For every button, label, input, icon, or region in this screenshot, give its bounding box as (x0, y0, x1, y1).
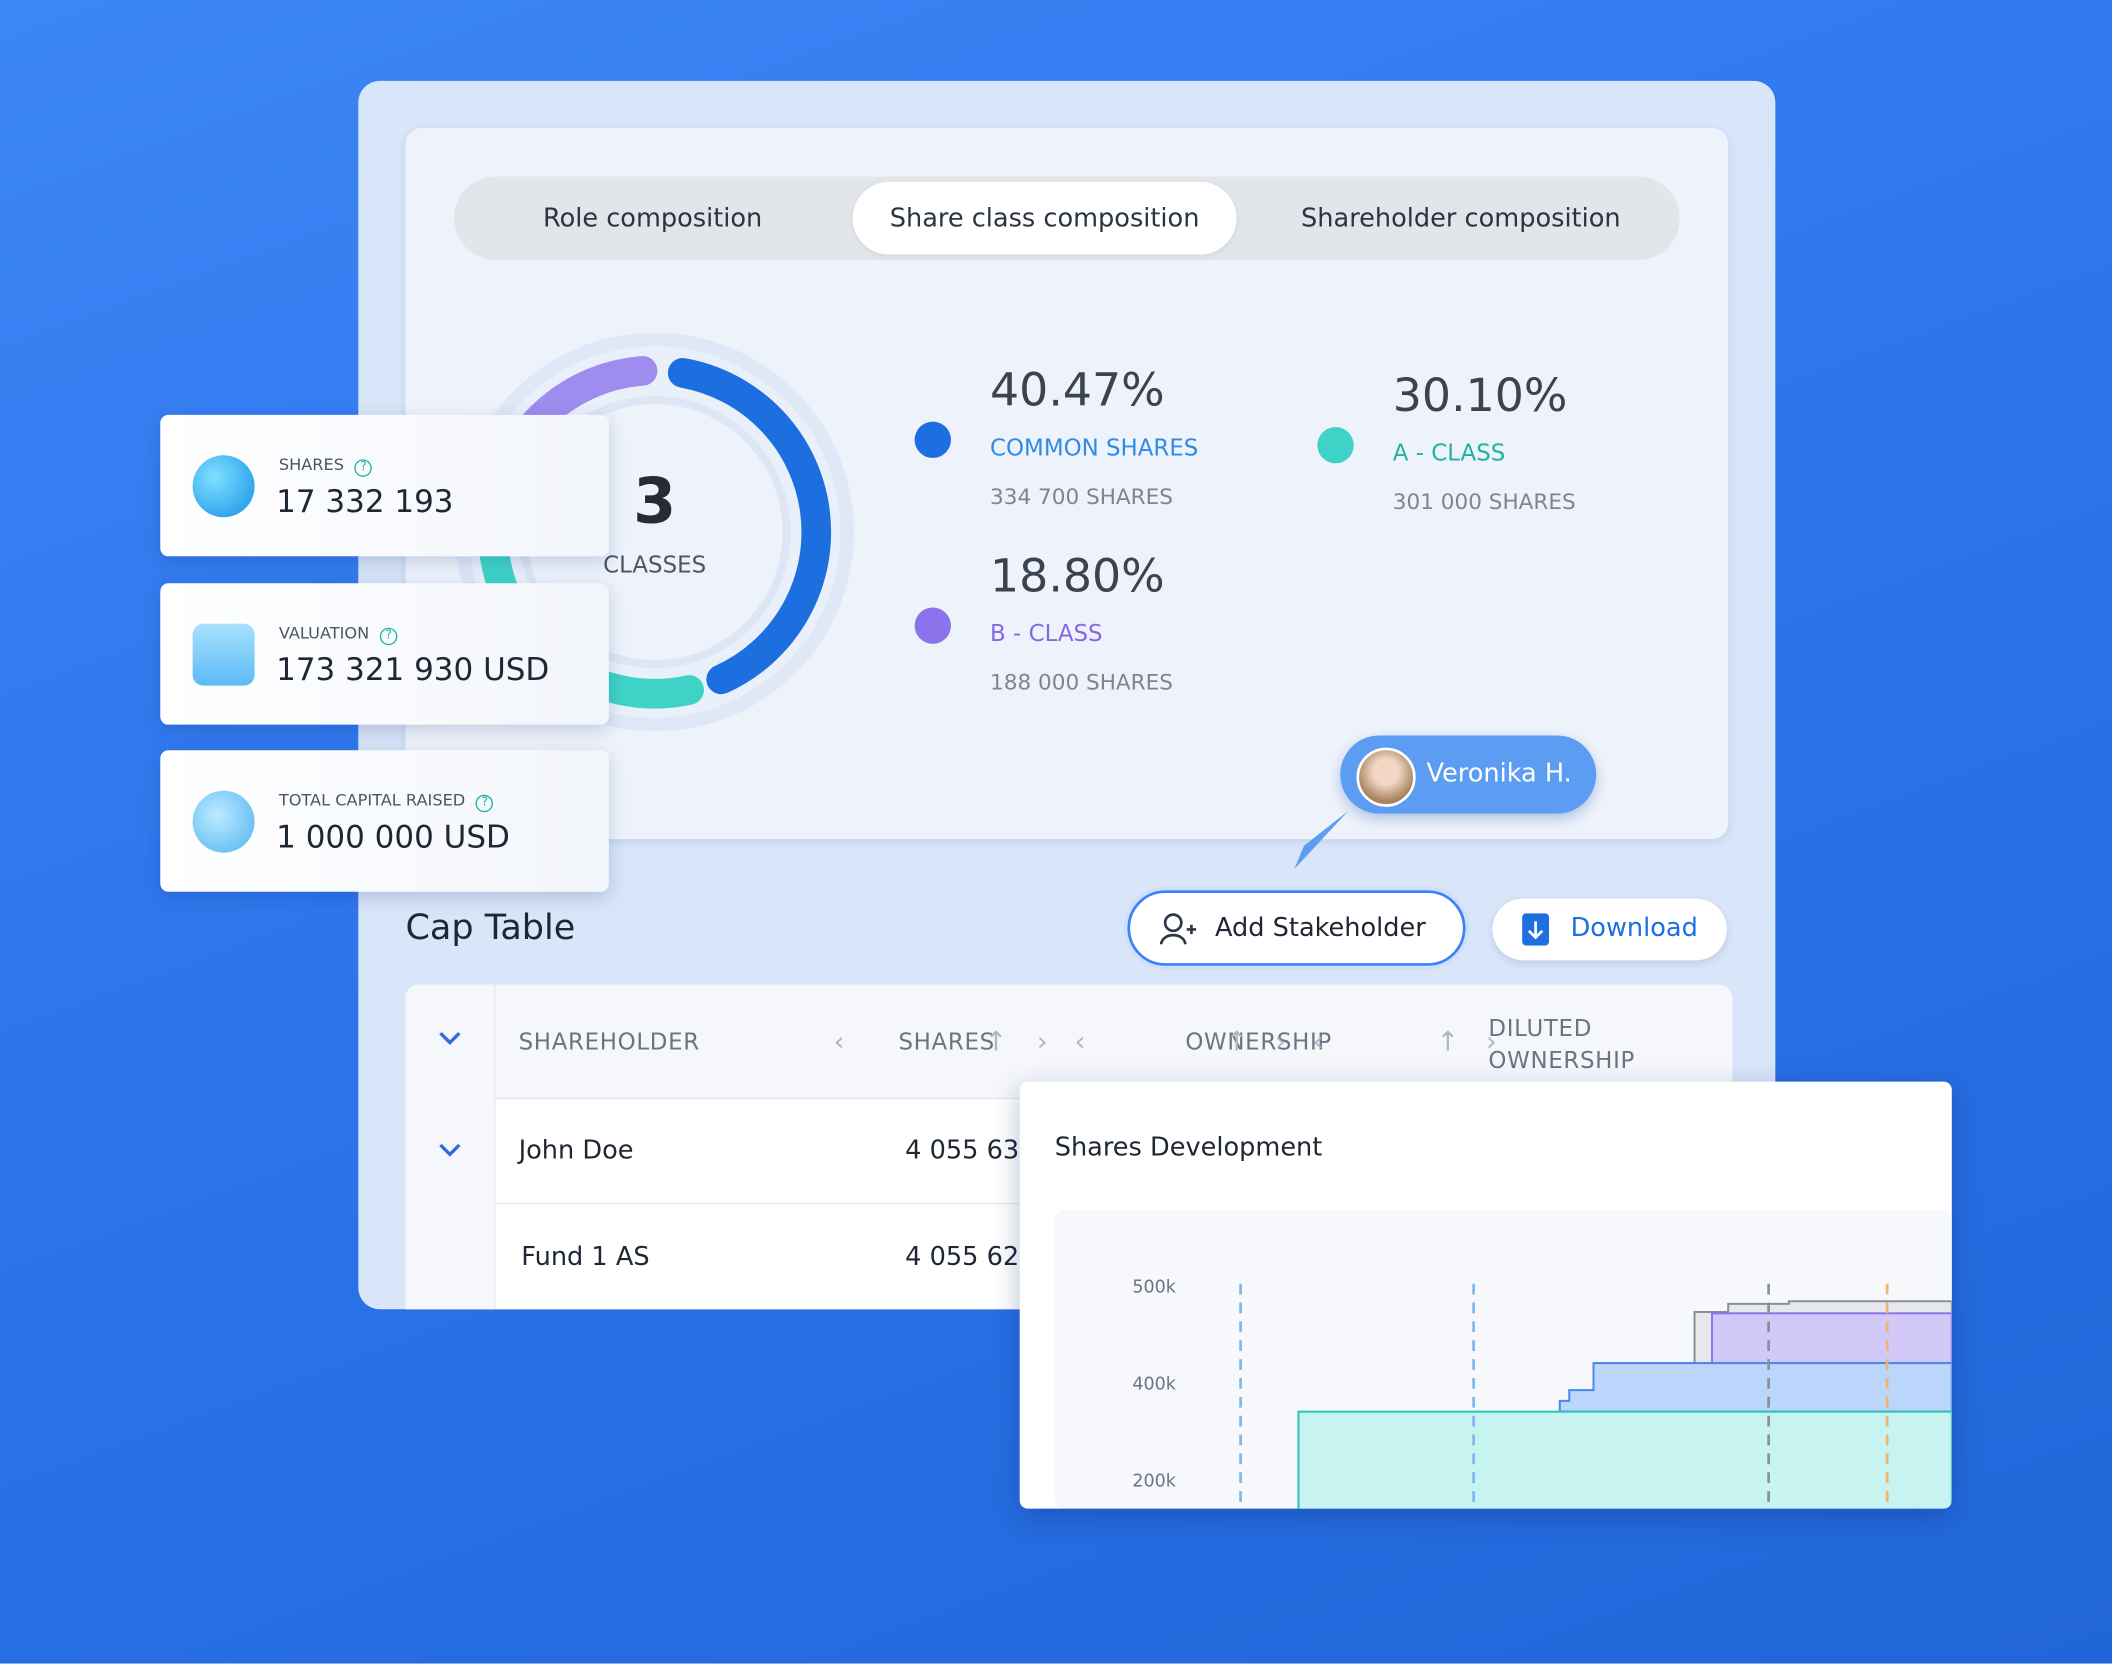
composition-card: Role composition Share class composition… (405, 127, 1729, 869)
stat-value: 17 332 193 (276, 484, 454, 520)
button-label: Download (1570, 913, 1698, 943)
step-chart: 500k 400k 200k (1054, 1209, 1952, 1509)
y-tick-label: 500k (1132, 1278, 1176, 1298)
add-stakeholder-button[interactable]: Add Stakeholder (1127, 890, 1466, 966)
column-header[interactable]: DILUTED OWNERSHIP (1488, 1015, 1636, 1075)
section-title: Cap Table (405, 907, 576, 949)
class-name: COMMON SHARES (990, 435, 1199, 463)
class-dot (914, 607, 951, 644)
class-dot (1317, 426, 1354, 464)
class-name: B - CLASS (990, 620, 1103, 648)
y-tick-label: 200k (1132, 1472, 1176, 1492)
help-icon[interactable]: ? (379, 627, 398, 646)
donut-arc (667, 358, 832, 695)
stat-icon (192, 623, 255, 686)
class-percent: 18.80% (990, 549, 1165, 604)
chart-card: Shares Development 500k 400k 200k (1019, 1081, 1952, 1509)
cell: 4 055 62 (905, 1241, 1020, 1272)
user-name: Veronika H. (1426, 758, 1572, 788)
stat-value: 1 000 000 USD (276, 820, 510, 856)
button-label: Add Stakeholder (1214, 913, 1426, 943)
tab[interactable]: Shareholder composition (1301, 203, 1621, 234)
avatar (1356, 747, 1416, 807)
stat-value: 173 321 930 USD (276, 653, 550, 689)
step-area (1558, 1362, 1952, 1413)
help-icon[interactable]: ? (354, 459, 373, 477)
chevron[interactable] (438, 1142, 462, 1158)
divider (494, 984, 496, 1310)
expand-column (405, 1097, 495, 1310)
user-pill: Veronika H. (1340, 735, 1597, 814)
cell: 4 055 630 (905, 1135, 1036, 1166)
donut-count: 3 (633, 464, 677, 538)
sort-icons: ‹ ↑ › ‹ ↑ › ‹ ↑ › (833, 1025, 1497, 1058)
class-dot (914, 421, 951, 458)
column-header[interactable]: SHARES (898, 1029, 995, 1057)
cursor (1294, 810, 1349, 869)
chevron[interactable] (438, 1030, 462, 1046)
class-name: A - CLASS (1392, 440, 1506, 468)
column-header[interactable]: OWNERSHIP (1185, 1029, 1332, 1057)
table-header (405, 984, 1733, 1100)
class-shares: 301 000 SHARES (1392, 488, 1576, 515)
stat-icon (192, 790, 255, 853)
stat-card: VALUATION? 173 321 930 USD (160, 583, 609, 725)
tab-active[interactable]: Share class composition (852, 181, 1237, 255)
step-area (1711, 1312, 1952, 1365)
class-shares: 188 000 SHARES (990, 669, 1173, 696)
class-percent: 30.10% (1392, 369, 1568, 423)
stat-label: VALUATION? (279, 624, 398, 646)
stat-label: SHARES? (279, 455, 373, 477)
class-percent: 40.47% (990, 363, 1165, 418)
download-icon (1522, 913, 1550, 946)
user-plus-icon (1159, 913, 1197, 945)
step-area (1297, 1410, 1952, 1509)
download-button[interactable]: Download (1492, 898, 1727, 961)
donut-label: CLASSES (603, 552, 707, 580)
stat-icon (192, 455, 255, 518)
tab-bar: Role composition Share class composition… (453, 176, 1680, 260)
cell: John Doe (518, 1135, 634, 1166)
column-header[interactable]: SHAREHOLDER (518, 1029, 700, 1057)
cell: Fund 1 AS (521, 1241, 650, 1272)
help-icon[interactable]: ? (476, 794, 494, 813)
chart-title: Shares Development (1054, 1132, 1323, 1163)
class-shares: 334 700 SHARES (990, 483, 1173, 510)
stat-label: TOTAL CAPITAL RAISED? (279, 791, 494, 813)
stat-card: SHARES? 17 332 193 (160, 414, 609, 557)
stat-card: TOTAL CAPITAL RAISED? 1 000 000 USD (160, 750, 609, 892)
y-tick-label: 400k (1132, 1375, 1176, 1395)
tab[interactable]: Role composition (542, 203, 763, 234)
